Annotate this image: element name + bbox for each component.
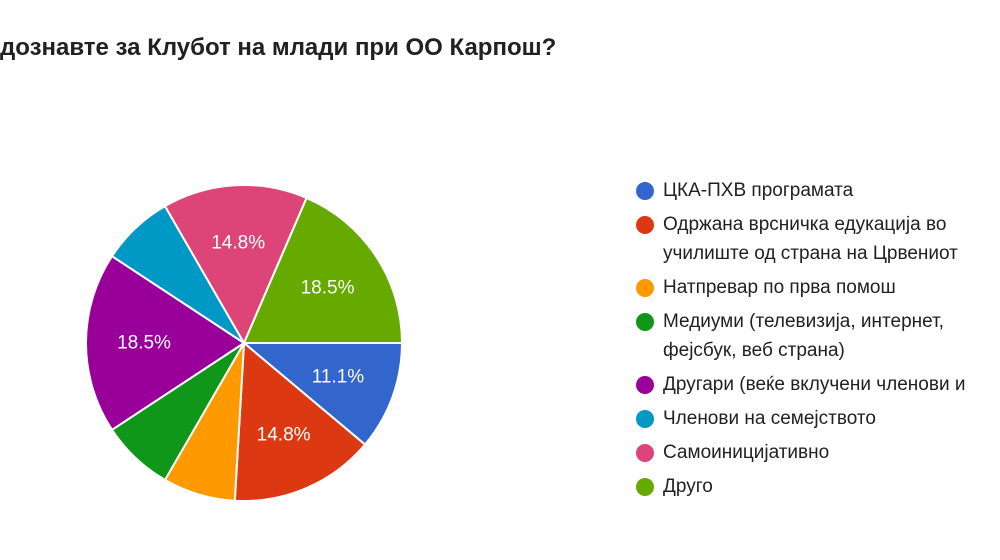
- legend-item: Самоиницијативно: [636, 438, 1000, 467]
- slice-value-label: 11.1%: [312, 367, 365, 388]
- legend-label: Друго: [663, 476, 713, 497]
- legend-color-swatch: [636, 279, 654, 297]
- chart-legend: ЦКА-ПХВ програмата Одржана врсничка едука…: [636, 176, 1000, 506]
- legend-color-swatch: [636, 444, 654, 462]
- pie-slice: [242, 196, 404, 344]
- legend-color-swatch: [636, 182, 654, 200]
- legend-label: Натпревар по прва помош: [663, 277, 896, 298]
- legend-item: ЦКА-ПХВ програмата: [636, 176, 1000, 205]
- legend-item: Медиуми (телевизија, интернет, фејсбук, …: [636, 307, 1000, 365]
- legend-item: Членови на семејството: [636, 404, 1000, 433]
- pie-slice: [163, 184, 308, 346]
- legend-color-swatch: [636, 478, 654, 496]
- legend-label: Членови на семејството: [663, 408, 876, 429]
- slice-value-label: 14.8%: [257, 424, 311, 445]
- legend-label: ЦКА-ПХВ програмата: [663, 180, 854, 201]
- legend-color-swatch: [636, 313, 654, 331]
- pie-slice: [241, 342, 404, 446]
- legend-item: Друго: [636, 472, 1000, 501]
- legend-label: Другари (веќе вклучени членови и: [663, 374, 966, 395]
- slice-value-label: 18.5%: [117, 333, 171, 354]
- legend-label: Одржана врсничка едукација во училиште о…: [663, 214, 958, 264]
- legend-color-swatch: [636, 410, 654, 428]
- chart-title: дознавте за Клубот на млади при ОО Карпо…: [0, 34, 557, 61]
- pie-slice: [85, 254, 246, 432]
- slice-value-label: 18.5%: [301, 278, 355, 299]
- legend-item: Одржана врсничка едукација во училиште о…: [636, 210, 1000, 268]
- legend-label: Самоиницијативно: [663, 442, 830, 463]
- legend-item: Натпревар по прва помош: [636, 273, 1000, 302]
- legend-color-swatch: [636, 216, 654, 234]
- slice-value-label: 14.8%: [211, 233, 265, 254]
- legend-color-swatch: [636, 376, 654, 394]
- pie-slice: [233, 340, 367, 502]
- legend-item: Другари (веќе вклучени членови и: [636, 370, 1000, 399]
- legend-label: Медиуми (телевизија, интернет, фејсбук, …: [663, 311, 944, 361]
